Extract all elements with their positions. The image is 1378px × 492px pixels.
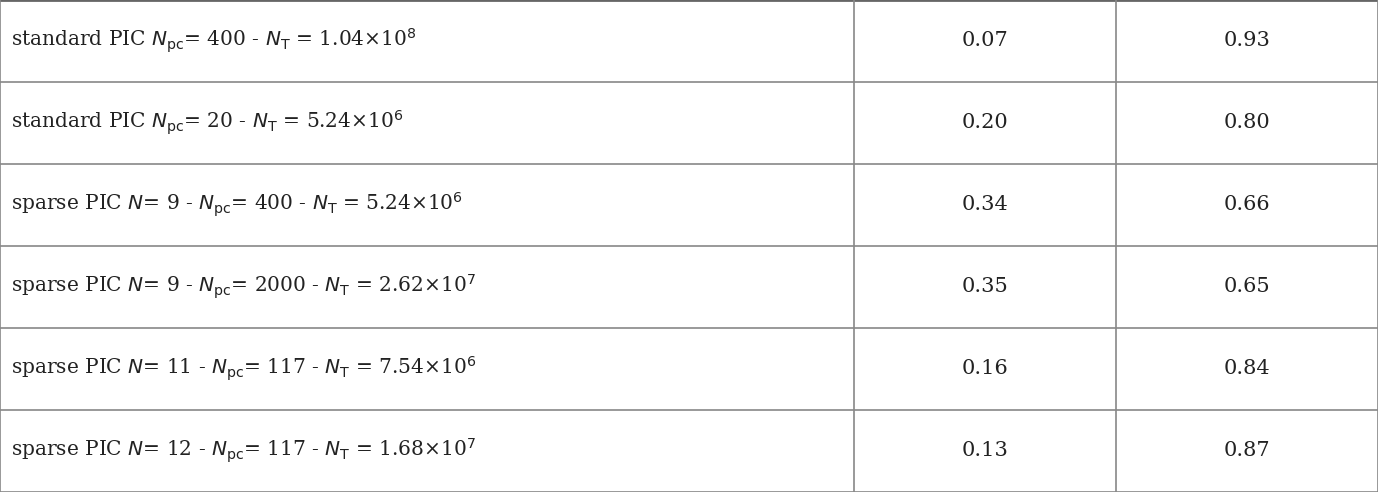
Text: 0.35: 0.35 [962, 277, 1009, 297]
Text: 0.20: 0.20 [962, 114, 1009, 132]
Text: 0.84: 0.84 [1224, 360, 1271, 378]
Text: 0.87: 0.87 [1224, 441, 1271, 461]
Text: 0.07: 0.07 [962, 31, 1009, 51]
Text: sparse PIC $N$= 9 - $N_{\mathrm{pc}}$= 400 - $N_{\mathrm{T}}$ = 5.24×10$^{6}$: sparse PIC $N$= 9 - $N_{\mathrm{pc}}$= 4… [11, 191, 463, 219]
Text: sparse PIC $N$= 11 - $N_{\mathrm{pc}}$= 117 - $N_{\mathrm{T}}$ = 7.54×10$^{6}$: sparse PIC $N$= 11 - $N_{\mathrm{pc}}$= … [11, 355, 477, 383]
Text: sparse PIC $N$= 9 - $N_{\mathrm{pc}}$= 2000 - $N_{\mathrm{T}}$ = 2.62×10$^{7}$: sparse PIC $N$= 9 - $N_{\mathrm{pc}}$= 2… [11, 273, 475, 301]
Text: standard PIC $N_{\mathrm{pc}}$= 20 - $N_{\mathrm{T}}$ = 5.24×10$^{6}$: standard PIC $N_{\mathrm{pc}}$= 20 - $N_… [11, 109, 404, 137]
Text: 0.80: 0.80 [1224, 114, 1271, 132]
Text: 0.93: 0.93 [1224, 31, 1271, 51]
Text: standard PIC $N_{\mathrm{pc}}$= 400 - $N_{\mathrm{T}}$ = 1.04×10$^{8}$: standard PIC $N_{\mathrm{pc}}$= 400 - $N… [11, 27, 416, 55]
Text: 0.65: 0.65 [1224, 277, 1271, 297]
Text: 0.16: 0.16 [962, 360, 1009, 378]
Text: 0.13: 0.13 [962, 441, 1009, 461]
Text: 0.66: 0.66 [1224, 195, 1271, 215]
Text: sparse PIC $N$= 12 - $N_{\mathrm{pc}}$= 117 - $N_{\mathrm{T}}$ = 1.68×10$^{7}$: sparse PIC $N$= 12 - $N_{\mathrm{pc}}$= … [11, 437, 475, 465]
Text: 0.34: 0.34 [962, 195, 1009, 215]
